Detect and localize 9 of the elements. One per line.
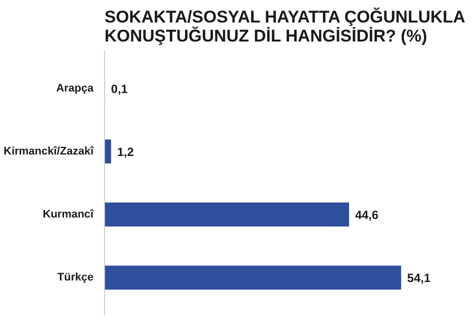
- y-tick-label: Türkçe: [57, 272, 94, 284]
- data-label: 0,1: [111, 82, 128, 96]
- data-label: 1,2: [117, 144, 134, 159]
- data-label: 44,6: [355, 208, 379, 222]
- y-tick-label: Kurmancî: [42, 208, 94, 221]
- y-tick-label: Arapça: [56, 82, 94, 94]
- chart-title: SOKAKTA/SOSYAL HAYATTA ÇOĞUNLUKLA KONUŞTUĞUNUZ DİL HANGİSİDİR? (%): [104, 6, 466, 46]
- data-label: 54,1: [407, 271, 431, 286]
- y-tick-label: Kirmanckî/Zazakî: [4, 145, 94, 158]
